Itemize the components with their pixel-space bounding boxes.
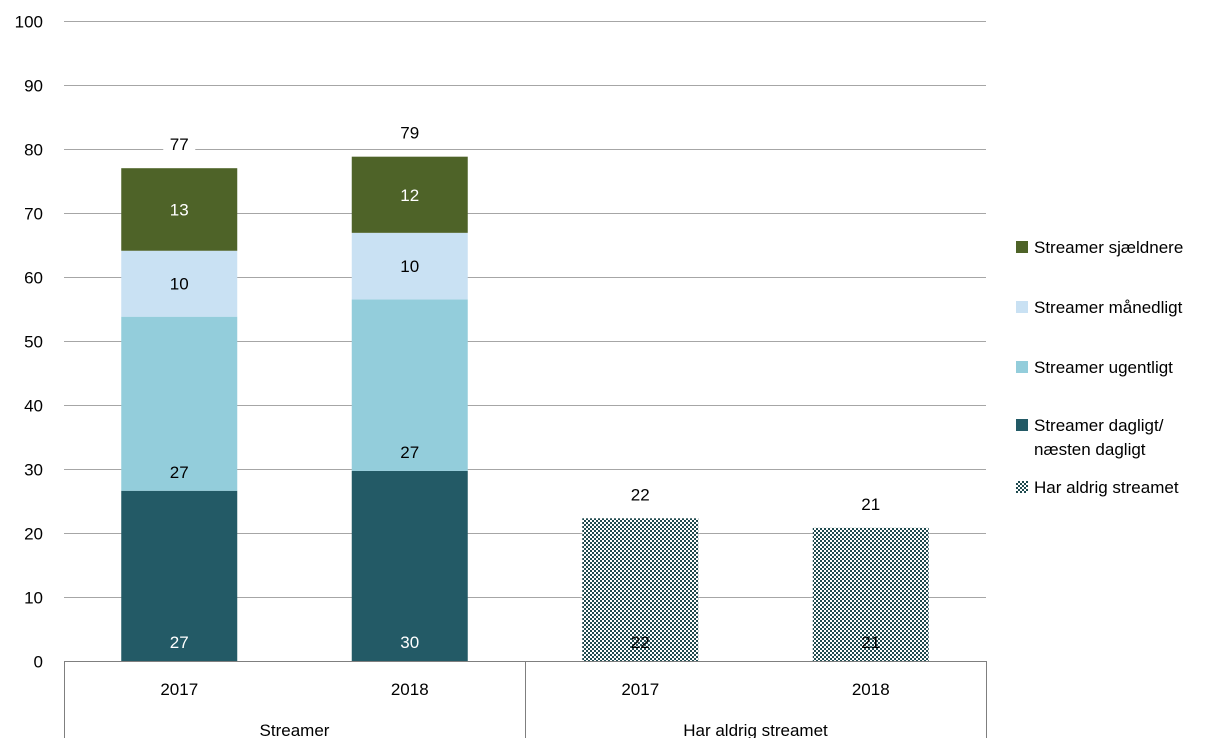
data-label: 13 (170, 200, 189, 219)
x-tick-label: 2017 (160, 680, 198, 699)
total-label-bg (163, 133, 196, 156)
y-axis-ticks: 0 10 20 30 40 50 60 70 80 90 100 (15, 13, 43, 672)
x-group-label: Har aldrig streamet (683, 721, 828, 738)
legend-swatch (1016, 301, 1028, 313)
x-tick-label: 2018 (391, 680, 429, 699)
data-labels: 27 27 10 13 77 30 27 10 12 79 22 22 21 21 (163, 121, 887, 652)
bar-segment (582, 518, 699, 661)
total-label-bg (624, 483, 657, 506)
total-label-bg (393, 121, 426, 144)
x-group-label: Streamer (260, 721, 330, 738)
legend-label-line: næsten dagligt (1034, 440, 1146, 459)
legend-swatch (1016, 419, 1028, 431)
data-label: 27 (400, 443, 419, 462)
y-tick-label: 60 (24, 269, 43, 288)
legend-label-line: Streamer dagligt/ (1034, 416, 1164, 435)
legend-item: Streamer månedligt (1016, 296, 1200, 320)
legend-label: Streamer månedligt (1034, 298, 1183, 317)
legend-label: Streamer ugentligt (1034, 358, 1173, 377)
bar-segment (812, 527, 929, 661)
data-label: 10 (170, 275, 189, 294)
y-tick-label: 10 (24, 589, 43, 608)
bar-segment (121, 250, 238, 317)
legend-swatch (1016, 241, 1028, 253)
legend-item: Streamer ugentligt (1016, 356, 1200, 380)
x-axis: 2017 2018 2017 2018 Streamer Har aldrig strea… (64, 661, 987, 738)
legend-label: Har aldrig streamet (1034, 478, 1179, 497)
legend-label: Streamer dagligt/næsten dagligt (1034, 414, 1200, 462)
y-tick-label: 100 (15, 13, 43, 32)
y-tick-label: 50 (24, 333, 43, 352)
legend-item: Har aldrig streamet (1016, 476, 1200, 500)
data-label: 22 (631, 633, 650, 652)
legend-item: Streamer sjældnere (1016, 236, 1200, 260)
total-label: 79 (400, 124, 419, 143)
data-label: 21 (861, 633, 880, 652)
bar-segment (121, 490, 238, 661)
y-tick-label: 40 (24, 397, 43, 416)
bar-segment (351, 156, 468, 233)
y-tick-label: 90 (24, 77, 43, 96)
legend-label: Streamer sjældnere (1034, 238, 1184, 257)
bar-segment (351, 470, 468, 661)
data-label: 30 (400, 633, 419, 652)
y-tick-label: 30 (24, 461, 43, 480)
bar-segment (121, 168, 238, 251)
bar-segment (121, 316, 238, 491)
data-label: 27 (170, 463, 189, 482)
total-label-bg (854, 492, 887, 515)
y-tick-label: 70 (24, 205, 43, 224)
bar-segment (351, 232, 468, 300)
bars (121, 156, 929, 661)
total-label: 77 (170, 135, 189, 154)
data-label: 12 (400, 186, 419, 205)
total-label: 21 (861, 495, 880, 514)
y-tick-label: 20 (24, 525, 43, 544)
legend-swatch (1016, 481, 1028, 493)
legend-swatch (1016, 361, 1028, 373)
y-tick-label: 80 (24, 141, 43, 160)
data-label: 27 (170, 633, 189, 652)
total-label: 22 (631, 485, 650, 504)
data-label: 10 (400, 257, 419, 276)
x-tick-label: 2018 (852, 680, 890, 699)
legend-item: Streamer dagligt/næsten dagligt (1016, 414, 1200, 462)
y-tick-label: 0 (34, 653, 43, 672)
bar-segment (351, 299, 468, 471)
x-tick-label: 2017 (621, 680, 659, 699)
